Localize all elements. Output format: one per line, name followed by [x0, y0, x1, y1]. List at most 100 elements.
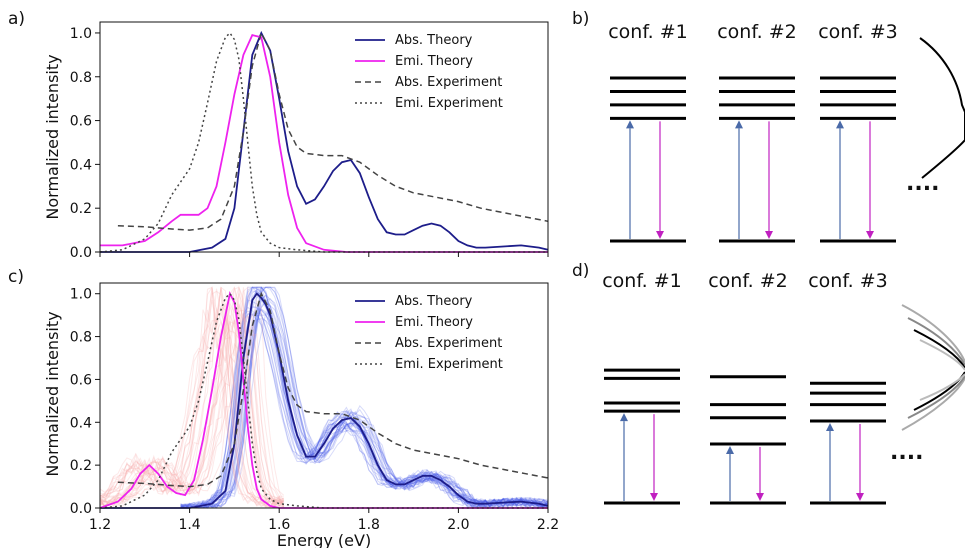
configuration-label: conf. #2 — [708, 270, 788, 292]
emi-sample-line — [99, 286, 284, 509]
chart-a-frame — [99, 21, 549, 253]
emi-sample-line — [99, 288, 284, 508]
chart-c-legend: Abs. Theory Emi. Theory Abs. Experiment Emi… — [355, 294, 503, 372]
emi-sample-line — [99, 301, 285, 507]
abs-sample-line — [180, 286, 549, 509]
series-line-1 — [100, 30, 549, 253]
emission-arrow-head — [856, 493, 864, 501]
diagram_b-configuration-1: conf. #1 — [608, 21, 688, 243]
x-tick-label: 2.2 — [537, 517, 559, 533]
y-tick-label: 0.2 — [70, 201, 92, 217]
legend-entry: Emi. Experiment — [395, 96, 503, 111]
y-tick-label: 0.4 — [70, 157, 92, 173]
panel-label-b: b) — [572, 9, 589, 29]
legend-entry: Emi. Theory — [395, 315, 473, 330]
emi-sample-line — [99, 290, 284, 507]
configuration-label: conf. #3 — [818, 21, 898, 43]
emi-sample-line — [99, 286, 284, 506]
x-tick-label: 2.0 — [447, 517, 469, 533]
abs-sample-line — [180, 298, 549, 509]
abs-sample-line — [180, 286, 549, 509]
y-tick-label: 0.2 — [70, 458, 92, 474]
emi-sample-line — [99, 293, 284, 509]
chart-a: 0.00.20.40.60.81.0 Normalized intensity … — [43, 21, 549, 261]
chart-c-x-axis: 1.2 1.4 1.6 1.8 2.0 2.2 — [89, 508, 559, 533]
emi-sample-line — [99, 320, 284, 507]
y-tick-label: 0.0 — [70, 501, 92, 517]
y-tick-label: 1.0 — [70, 287, 92, 303]
emission-arrow-head — [656, 231, 664, 239]
abs-sample-line — [180, 301, 549, 509]
chart-c-series — [99, 291, 549, 509]
series-line-2 — [100, 34, 548, 253]
legend-entry: Abs. Experiment — [395, 336, 502, 351]
x-tick-label: 1.8 — [358, 517, 380, 533]
series-line-3 — [117, 30, 549, 231]
chart-c-samples — [99, 285, 549, 509]
absorption-arrow-head — [626, 120, 634, 129]
emi-sample-line — [99, 286, 284, 508]
legend-entry: Abs. Experiment — [395, 75, 502, 90]
y-tick-label: 0.6 — [70, 372, 92, 388]
emi-sample-line — [99, 287, 285, 507]
emi-sample-line — [99, 287, 285, 506]
abs-sample-line — [180, 294, 549, 509]
abs-sample-line — [180, 306, 549, 509]
emi-sample-line — [99, 303, 285, 506]
emission-arrow-head — [650, 493, 658, 501]
emi-sample-line — [99, 287, 284, 508]
diagram-d: conf. #1 conf. #2 conf. #3 — [602, 270, 888, 505]
panel-label-a: a) — [8, 9, 25, 29]
y-tick-label: 0.6 — [70, 114, 92, 130]
chart-a-legend: Abs. Theory Emi. Theory Abs. Experiment Emi… — [355, 33, 503, 111]
legend-entry: Emi. Theory — [395, 54, 473, 69]
chart-c-ylabel: Normalized intensity — [43, 311, 62, 476]
configuration-label: conf. #2 — [717, 21, 797, 43]
emi-sample-line — [99, 287, 285, 509]
abs-sample-line — [180, 286, 549, 509]
chart-a-x-axis — [99, 252, 549, 257]
abs-sample-line — [180, 286, 549, 509]
emi-sample-line — [99, 305, 284, 507]
emi-sample-line — [99, 286, 284, 508]
configuration-label: conf. #1 — [602, 270, 682, 292]
y-tick-label: 1.0 — [70, 26, 92, 42]
chart-c-xlabel: Energy (eV) — [277, 531, 371, 548]
absorption-arrow-head — [836, 120, 844, 129]
legend-entry: Abs. Theory — [395, 33, 473, 48]
abs-sample-line — [180, 286, 549, 509]
y-tick-label: 0.0 — [70, 245, 92, 261]
chart-c-frame — [99, 282, 549, 509]
diagram_d-configuration-1: conf. #1 — [602, 270, 682, 505]
diagram_d-configuration-3: conf. #3 — [808, 270, 888, 505]
abs-sample-line — [180, 301, 549, 509]
abs-sample-line — [180, 308, 549, 509]
emi-sample-line — [99, 287, 285, 509]
chart-a-y-axis: 0.0 0.2 0.4 0.6 0.8 1.0 — [70, 26, 100, 261]
emi-sample-line — [99, 285, 284, 504]
ellipsis-d: .... — [890, 440, 923, 465]
abs-sample-line — [180, 312, 549, 509]
configuration-label: conf. #3 — [808, 270, 888, 292]
chart-c-y-axis: 0.0 0.2 0.4 0.6 0.8 1.0 — [70, 287, 100, 517]
absorption-arrow-head — [726, 445, 734, 454]
chart-a-series — [99, 30, 549, 253]
abs-sample-line — [180, 308, 549, 509]
panel-label-c: c) — [8, 267, 24, 287]
series-line-1 — [100, 292, 549, 509]
x-tick-label: 1.4 — [178, 517, 200, 533]
panel-label-d: d) — [572, 261, 589, 281]
y-tick-label: 0.8 — [70, 70, 92, 86]
ellipsis-b: .... — [906, 171, 939, 196]
x-tick-label: 1.6 — [268, 517, 290, 533]
series-line-3 — [117, 291, 549, 488]
legend-entry: Emi. Experiment — [395, 357, 503, 372]
emi-sample-line — [99, 313, 284, 506]
abs-sample-line — [180, 306, 549, 509]
absorption-arrow-head — [735, 120, 743, 129]
diagram_b-configuration-2: conf. #2 — [717, 21, 797, 243]
emission-arrow-head — [866, 231, 874, 239]
distribution-curves-d — [901, 304, 965, 431]
absorption-arrow-head — [620, 413, 628, 422]
